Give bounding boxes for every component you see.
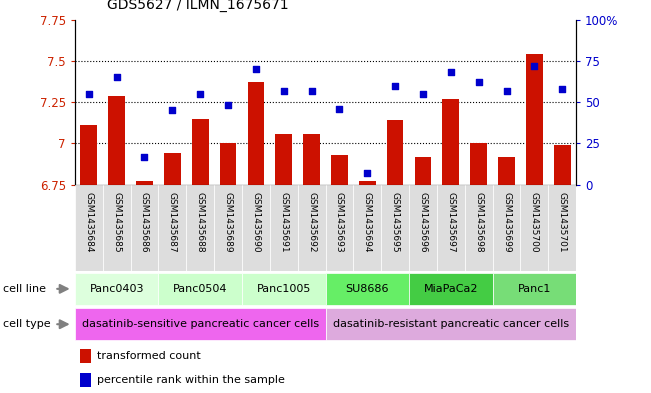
Text: transformed count: transformed count — [98, 351, 201, 361]
Bar — [80, 349, 91, 364]
Bar — [81, 125, 97, 185]
Bar — [242, 273, 326, 305]
Text: GSM1435686: GSM1435686 — [140, 192, 149, 252]
Text: GSM1435691: GSM1435691 — [279, 192, 288, 252]
Point — [390, 83, 400, 89]
Bar — [326, 273, 409, 305]
Bar — [303, 134, 320, 185]
Point — [167, 107, 178, 114]
Text: cell type: cell type — [3, 319, 51, 329]
Bar — [326, 308, 576, 340]
Text: GSM1435696: GSM1435696 — [419, 192, 428, 252]
Text: GSM1435690: GSM1435690 — [251, 192, 260, 252]
Bar — [548, 185, 576, 271]
Point — [334, 106, 344, 112]
Bar — [498, 157, 515, 185]
Bar — [520, 185, 548, 271]
Bar — [415, 157, 432, 185]
Bar — [158, 273, 242, 305]
Bar — [387, 120, 404, 185]
Point — [251, 66, 261, 72]
Bar — [470, 143, 487, 185]
Bar — [409, 185, 437, 271]
Bar — [108, 95, 125, 185]
Point — [529, 63, 540, 69]
Text: GSM1435693: GSM1435693 — [335, 192, 344, 252]
Text: GSM1435692: GSM1435692 — [307, 192, 316, 252]
Point — [501, 88, 512, 94]
Bar — [242, 185, 270, 271]
Bar — [75, 185, 103, 271]
Bar — [192, 119, 208, 185]
Bar — [353, 185, 381, 271]
Bar — [275, 134, 292, 185]
Bar — [465, 185, 493, 271]
Bar — [186, 185, 214, 271]
Text: GSM1435699: GSM1435699 — [502, 192, 511, 252]
Bar — [554, 145, 570, 185]
Bar — [164, 153, 181, 185]
Text: GSM1435694: GSM1435694 — [363, 192, 372, 252]
Text: GSM1435695: GSM1435695 — [391, 192, 400, 252]
Text: Panc1005: Panc1005 — [256, 284, 311, 294]
Text: GSM1435689: GSM1435689 — [223, 192, 232, 252]
Bar — [80, 373, 91, 387]
Text: GSM1435685: GSM1435685 — [112, 192, 121, 252]
Text: GSM1435684: GSM1435684 — [84, 192, 93, 252]
Text: cell line: cell line — [3, 284, 46, 294]
Text: MiaPaCa2: MiaPaCa2 — [424, 284, 478, 294]
Text: GSM1435700: GSM1435700 — [530, 192, 539, 252]
Bar — [136, 182, 153, 185]
Point — [223, 102, 233, 108]
Bar — [381, 185, 409, 271]
Text: Panc0403: Panc0403 — [89, 284, 144, 294]
Point — [279, 88, 289, 94]
Text: SU8686: SU8686 — [346, 284, 389, 294]
Text: Panc1: Panc1 — [518, 284, 551, 294]
Bar — [493, 185, 520, 271]
Text: GSM1435698: GSM1435698 — [474, 192, 483, 252]
Point — [83, 91, 94, 97]
Point — [362, 170, 372, 176]
Text: GSM1435697: GSM1435697 — [447, 192, 455, 252]
Text: dasatinib-resistant pancreatic cancer cells: dasatinib-resistant pancreatic cancer ce… — [333, 319, 569, 329]
Point — [473, 79, 484, 86]
Bar — [493, 273, 576, 305]
Bar — [409, 273, 493, 305]
Point — [195, 91, 206, 97]
Text: Panc0504: Panc0504 — [173, 284, 227, 294]
Bar — [270, 185, 298, 271]
Point — [418, 91, 428, 97]
Text: GSM1435687: GSM1435687 — [168, 192, 177, 252]
Point — [139, 154, 150, 160]
Text: percentile rank within the sample: percentile rank within the sample — [98, 375, 285, 385]
Bar — [298, 185, 326, 271]
Bar — [331, 155, 348, 185]
Bar — [158, 185, 186, 271]
Point — [445, 69, 456, 75]
Bar — [326, 185, 353, 271]
Point — [557, 86, 568, 92]
Bar — [75, 308, 326, 340]
Bar — [526, 54, 543, 185]
Bar — [103, 185, 131, 271]
Bar — [247, 83, 264, 185]
Text: GSM1435701: GSM1435701 — [558, 192, 567, 252]
Text: GSM1435688: GSM1435688 — [196, 192, 204, 252]
Bar — [359, 182, 376, 185]
Bar — [214, 185, 242, 271]
Bar — [131, 185, 158, 271]
Text: GDS5627 / ILMN_1675671: GDS5627 / ILMN_1675671 — [107, 0, 289, 12]
Text: dasatinib-sensitive pancreatic cancer cells: dasatinib-sensitive pancreatic cancer ce… — [81, 319, 319, 329]
Point — [307, 88, 317, 94]
Bar — [75, 273, 158, 305]
Bar — [437, 185, 465, 271]
Point — [111, 74, 122, 81]
Bar — [443, 99, 459, 185]
Bar — [219, 143, 236, 185]
